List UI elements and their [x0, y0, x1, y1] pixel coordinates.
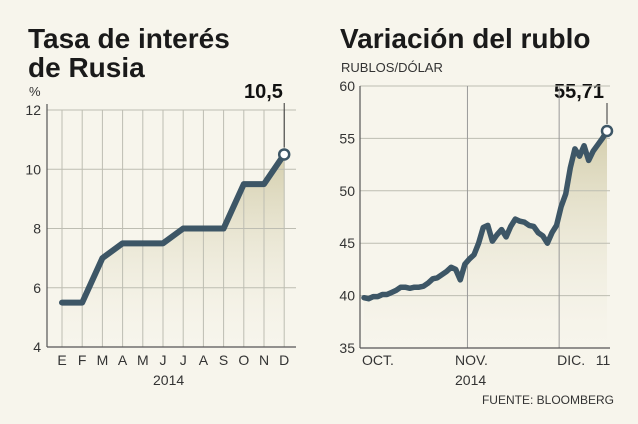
left-chart-y-tick-label: 6 — [33, 280, 41, 296]
left-chart-area-fill — [62, 154, 285, 347]
right-chart-title: Variación del rublo — [340, 23, 591, 54]
right-chart-area-fill — [364, 130, 607, 348]
left-chart-x-tick-label: M — [137, 352, 149, 368]
right-chart-x-end-label: 11 — [596, 352, 611, 368]
right-chart-y-tick-label: 55 — [339, 130, 355, 146]
right-chart-x-tick-label: NOV. — [455, 352, 488, 368]
left-chart-x-tick-label: J — [180, 352, 187, 368]
right-chart-series-line — [361, 128, 610, 302]
left-chart-x-tick-label: D — [279, 352, 289, 368]
right-chart-y-tick-label: 50 — [339, 183, 355, 199]
left-chart-y-tick-label: 10 — [25, 161, 41, 177]
left-chart-year-label: 2014 — [153, 372, 184, 388]
left-chart-callout: 10,5 — [244, 81, 283, 103]
right-chart-unit-label: RUBLOS/DÓLAR — [341, 60, 443, 75]
right-chart-end-marker — [600, 124, 614, 138]
left-chart-unit-label: % — [29, 84, 41, 99]
left-chart-title-line1: Tasa de interés — [28, 23, 230, 54]
left-chart-x-tick-label: E — [57, 352, 66, 368]
right-chart-y-tick-label: 40 — [339, 288, 355, 304]
right-chart-callout: 55,71 — [554, 81, 604, 103]
left-chart-title-line2: de Rusia — [28, 52, 145, 83]
left-chart-x-tick-label: A — [199, 352, 209, 368]
right-chart-x-tick-label: OCT. — [362, 352, 394, 368]
left-chart-series-line — [59, 151, 288, 306]
left-chart-x-tick-label: J — [160, 352, 167, 368]
right-chart-year-label: 2014 — [455, 372, 486, 388]
right-chart-plot: 35 40 45 50 55 60 OCT. NOV. DIC. 11 — [339, 78, 614, 368]
left-chart-y-tick-label: 4 — [33, 339, 41, 355]
right-chart-y-tick-label: 60 — [339, 78, 355, 94]
right-chart-y-tick-label: 35 — [339, 340, 355, 356]
left-chart-y-tick-label: 8 — [33, 221, 41, 237]
right-chart-y-tick-label: 45 — [339, 235, 355, 251]
left-chart-y-tick-label: 12 — [25, 102, 41, 118]
left-chart-end-marker — [277, 148, 291, 161]
left-chart-x-tick-label: O — [238, 352, 249, 368]
left-chart-x-tick-label: N — [259, 352, 269, 368]
right-chart-x-tick-label: DIC. — [557, 352, 585, 368]
left-chart-x-tick-label: S — [219, 352, 228, 368]
left-chart-x-tick-label: A — [118, 352, 128, 368]
source-note: FUENTE: BLOOMBERG — [482, 393, 614, 407]
left-chart-x-tick-label: M — [97, 352, 109, 368]
left-chart-x-tick-label: F — [78, 352, 87, 368]
